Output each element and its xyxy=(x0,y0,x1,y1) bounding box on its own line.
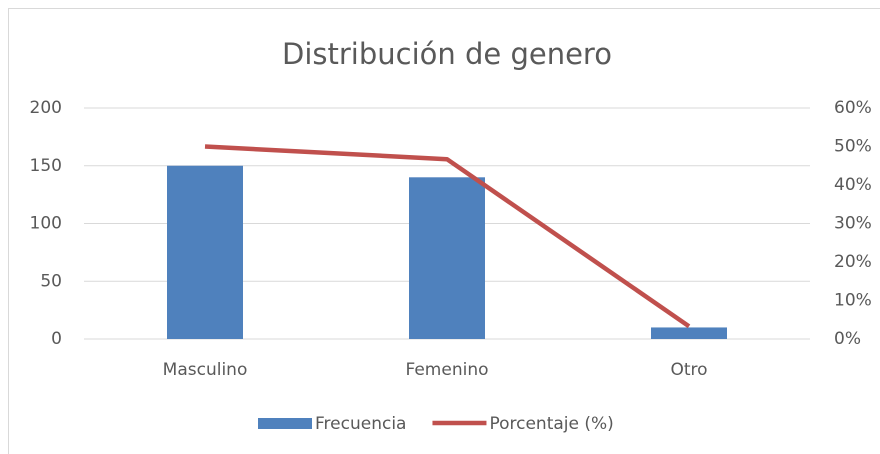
y-tick-label: 150 xyxy=(30,156,62,176)
y-tick-label: 200 xyxy=(30,98,62,118)
y2-tick-label: 20% xyxy=(834,252,872,272)
legend-label: Frecuencia xyxy=(315,414,406,434)
bar xyxy=(167,165,243,339)
y2-tick-label: 60% xyxy=(834,98,872,118)
x-tick-label: Masculino xyxy=(163,360,248,380)
y2-tick-label: 40% xyxy=(834,175,872,195)
y2-tick-label: 0% xyxy=(834,329,861,349)
y-tick-label: 50 xyxy=(40,271,62,291)
y-tick-label: 0 xyxy=(51,329,62,349)
bar xyxy=(651,327,727,339)
line xyxy=(204,144,691,329)
legend-label: Porcentaje (%) xyxy=(489,414,613,434)
y2-tick-label: 10% xyxy=(834,291,872,311)
y2-tick-label: 30% xyxy=(834,214,872,234)
x-tick-label: Otro xyxy=(670,360,707,380)
y-tick-label: 100 xyxy=(30,214,62,234)
bar xyxy=(409,177,485,339)
chart-title: Distribución de genero xyxy=(282,37,612,71)
legend-swatch xyxy=(258,418,312,429)
x-tick-label: Femenino xyxy=(406,360,489,380)
y2-tick-label: 50% xyxy=(834,137,872,157)
